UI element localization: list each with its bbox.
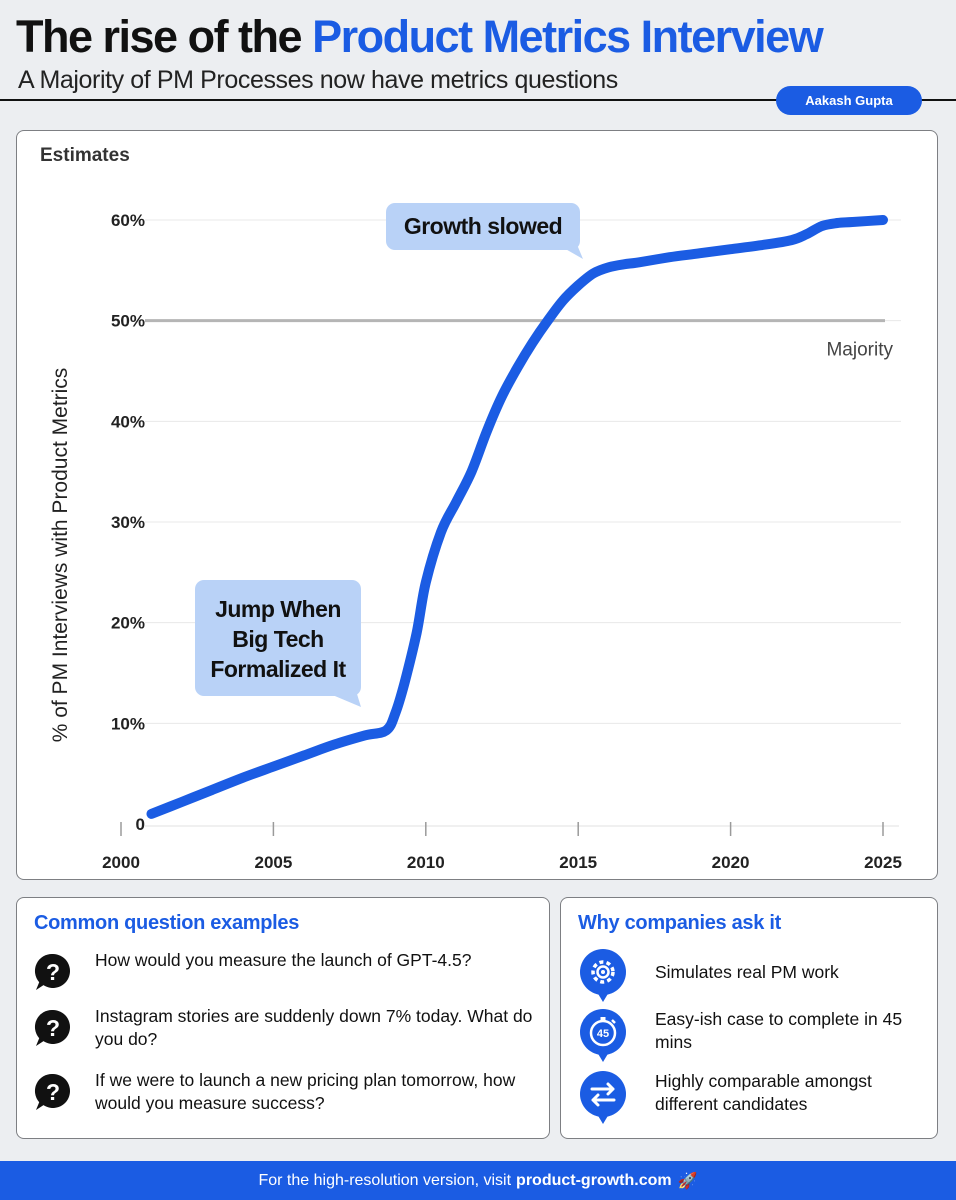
question-text: How would you measure the launch of GPT-… bbox=[95, 950, 472, 970]
author-badge: Aakash Gupta bbox=[776, 86, 922, 115]
callout-bubble bbox=[386, 203, 580, 250]
question-icon: ? bbox=[34, 953, 70, 990]
x-tick-label: 2010 bbox=[407, 853, 445, 872]
question-text: If we were to launch a new pricing plan … bbox=[95, 1070, 516, 1113]
reason-text: Easy-ish case to complete in 45 mins bbox=[655, 1009, 903, 1052]
svg-text:?: ? bbox=[46, 1015, 60, 1041]
y-tick-label: 40% bbox=[111, 412, 145, 431]
reason-text: Simulates real PM work bbox=[655, 962, 839, 982]
y-tick-label: 20% bbox=[111, 614, 145, 633]
x-tick-label: 2025 bbox=[864, 853, 902, 872]
series-line bbox=[146, 215, 888, 819]
svg-text:?: ? bbox=[46, 1079, 60, 1105]
question-examples-card: Common question examples ? How would you… bbox=[16, 897, 550, 1139]
question-text: Instagram stories are suddenly down 7% t… bbox=[95, 1006, 533, 1049]
x-tick-label: 2015 bbox=[559, 853, 597, 872]
y-axis-label: % of PM Interviews with Product Metrics bbox=[49, 368, 72, 743]
callout-line: Growth slowed bbox=[404, 213, 562, 239]
x-tick-label: 2020 bbox=[712, 853, 750, 872]
why-companies-title: Why companies ask it bbox=[578, 912, 781, 934]
title-highlight: Product Metrics Interview bbox=[312, 11, 824, 62]
x-tick-label: 2000 bbox=[102, 853, 140, 872]
chart-corner-label: Estimates bbox=[40, 145, 130, 166]
gear-icon bbox=[580, 949, 626, 1002]
footer-bar: For the high-resolution version, visit p… bbox=[0, 1161, 956, 1200]
question-examples-title: Common question examples bbox=[34, 912, 300, 934]
callout-line: Formalized It bbox=[210, 656, 346, 682]
annotation-callout: Growth slowed bbox=[386, 203, 583, 259]
why-companies-card: Why companies ask it Simulates real PM w… bbox=[560, 897, 938, 1139]
callout-text: Growth slowed bbox=[404, 213, 562, 239]
y-tick-label: 0 bbox=[136, 815, 145, 834]
reason-text: Highly comparable amongst different cand… bbox=[655, 1071, 872, 1114]
question-icon: ? bbox=[34, 1009, 70, 1046]
timer-badge-value: 45 bbox=[597, 1028, 609, 1040]
footer-text: For the high-resolution version, visit bbox=[258, 1171, 512, 1189]
callout-line: Jump When bbox=[215, 596, 341, 622]
page-subtitle: A Majority of PM Processes now have metr… bbox=[18, 66, 618, 94]
footer-link[interactable]: product-growth.com bbox=[516, 1171, 672, 1189]
rocket-icon: 🚀 bbox=[677, 1172, 698, 1190]
line-chart: 0 10% 20% 30% 40% 50% 60% Majority 2000 2005 2010 2… bbox=[49, 203, 902, 872]
swap-arrows-icon bbox=[580, 1071, 626, 1124]
svg-text:?: ? bbox=[46, 959, 60, 985]
callout-bubble bbox=[195, 580, 361, 696]
callout-tail bbox=[555, 235, 583, 259]
y-tick-label: 30% bbox=[111, 513, 145, 532]
question-icon: ? bbox=[34, 1073, 70, 1110]
callout-tail bbox=[323, 681, 361, 707]
callout-line: Big Tech bbox=[232, 626, 323, 652]
x-tick-label: 2005 bbox=[254, 853, 292, 872]
chart-card: Estimates 0 10% 20% 30% 40% 50% 60% Majority 200… bbox=[16, 130, 938, 880]
header-divider bbox=[0, 99, 956, 101]
y-tick-label: 60% bbox=[111, 211, 145, 230]
majority-label: Majority bbox=[826, 340, 893, 361]
callout-text: Jump When Big Tech Formalized It bbox=[210, 596, 346, 682]
annotation-callout: Jump When Big Tech Formalized It bbox=[195, 580, 361, 707]
page-title: The rise of the Product Metrics Intervie… bbox=[16, 11, 824, 62]
title-prefix: The rise of the bbox=[16, 11, 313, 62]
timer-45-icon: 45 bbox=[580, 1009, 626, 1062]
y-tick-label: 10% bbox=[111, 714, 145, 733]
y-tick-label: 50% bbox=[111, 312, 145, 331]
